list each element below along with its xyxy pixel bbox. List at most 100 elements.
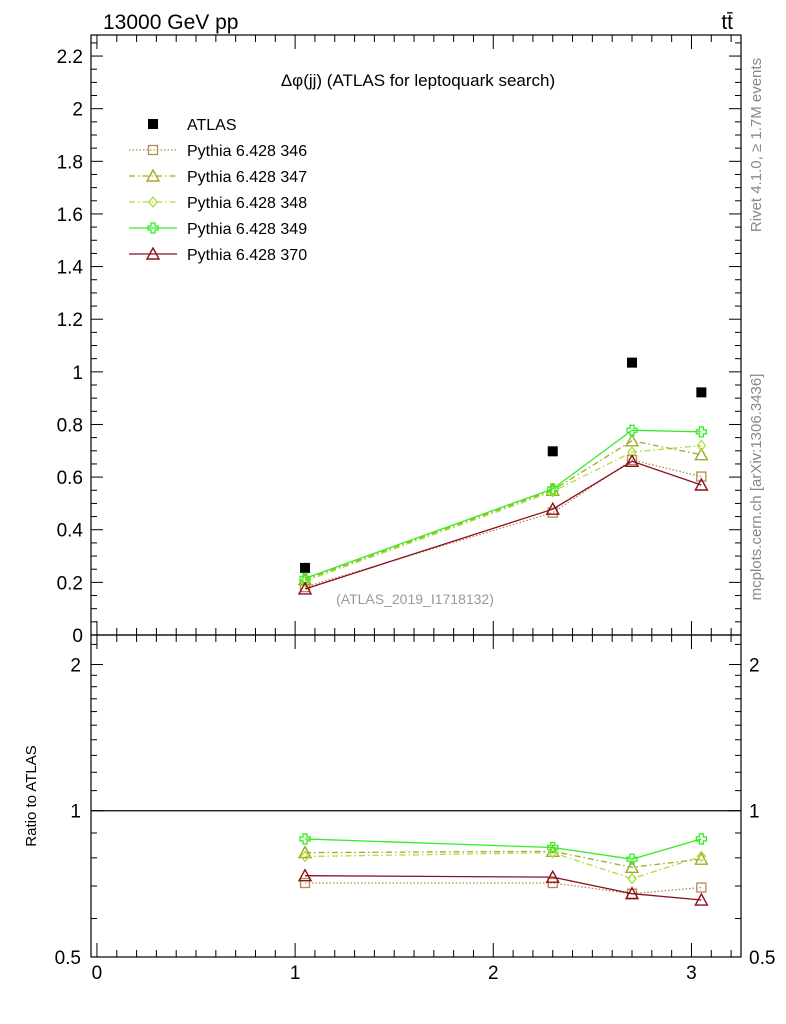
ratio-tick-label-right: 1 bbox=[749, 802, 760, 823]
ratio-point bbox=[547, 846, 558, 859]
x-tick-label: 2 bbox=[488, 963, 499, 984]
legend-label: Pythia 6.428 349 bbox=[187, 221, 307, 238]
ratio-panel-frame bbox=[90, 634, 742, 958]
ratio-point bbox=[547, 877, 558, 889]
legend-entry: Pythia 6.428 349 bbox=[129, 221, 307, 238]
y-tick-label: 0.2 bbox=[57, 573, 83, 594]
ratio-point bbox=[547, 841, 559, 854]
y-tick-label: 2 bbox=[72, 100, 83, 121]
legend-entry: Pythia 6.428 346 bbox=[129, 143, 307, 160]
y-tick-label: 1.2 bbox=[57, 310, 83, 331]
data-point bbox=[545, 501, 560, 515]
ratio-series-3 bbox=[299, 833, 708, 865]
data-point bbox=[626, 424, 638, 436]
data-point bbox=[297, 581, 313, 595]
series-2 bbox=[297, 433, 709, 586]
ratio-point bbox=[696, 850, 707, 863]
ratio-point bbox=[694, 892, 709, 906]
series-line bbox=[304, 429, 702, 580]
legend-label: Pythia 6.428 347 bbox=[187, 169, 307, 186]
data-point bbox=[624, 453, 640, 468]
legend-marker bbox=[147, 222, 159, 234]
series-line bbox=[304, 444, 702, 582]
legend-marker bbox=[148, 119, 158, 129]
series-0 bbox=[300, 357, 707, 573]
series-5 bbox=[297, 453, 709, 595]
data-point bbox=[627, 357, 638, 368]
ratio-series-2 bbox=[300, 846, 707, 885]
y-tick-label: 1.6 bbox=[57, 205, 83, 226]
series-layer bbox=[297, 357, 709, 595]
y-tick-label: 2.2 bbox=[57, 47, 83, 68]
series-line bbox=[304, 460, 702, 590]
legend-entry: Pythia 6.428 348 bbox=[129, 195, 307, 212]
ratio-tick-label-right: 2 bbox=[749, 655, 760, 676]
series-line bbox=[304, 440, 702, 581]
header-process: 13000 GeV pp bbox=[103, 11, 238, 34]
y-tick-label: 0 bbox=[72, 626, 83, 647]
ratio-line bbox=[305, 882, 702, 895]
data-point bbox=[300, 562, 311, 573]
data-point bbox=[624, 433, 640, 447]
legend-marker bbox=[145, 168, 161, 182]
data-point bbox=[547, 446, 558, 457]
ratio-tick-label: 1 bbox=[70, 802, 81, 823]
ratio-series-0 bbox=[299, 877, 707, 899]
ratio-line bbox=[305, 838, 702, 860]
y-tick-label: 1 bbox=[72, 363, 83, 384]
data-point bbox=[694, 447, 709, 461]
data-point bbox=[696, 439, 707, 452]
ratio-point bbox=[624, 886, 640, 900]
series-line bbox=[304, 459, 702, 588]
legend-entry: Pythia 6.428 370 bbox=[129, 246, 307, 264]
ratio-ylabel: Ratio to ATLAS bbox=[23, 745, 40, 846]
legend-label: Pythia 6.428 348 bbox=[187, 195, 307, 212]
ratio-point bbox=[297, 868, 313, 882]
legend-label: ATLAS bbox=[187, 117, 237, 134]
ratio-point bbox=[626, 853, 638, 865]
data-point bbox=[547, 483, 559, 495]
data-point bbox=[695, 426, 708, 438]
ratio-point bbox=[627, 872, 637, 885]
x-tick-label: 0 bbox=[92, 963, 103, 984]
legend-marker bbox=[145, 246, 161, 260]
main-axes: 0 0.2 0.4 0.6 0.8 1 1.2 1.4 1.6 1.8 2 2.2 bbox=[57, 42, 741, 647]
series-4 bbox=[299, 424, 708, 585]
data-point bbox=[627, 446, 637, 459]
data-point bbox=[299, 572, 311, 585]
ratio-layer bbox=[297, 833, 709, 906]
legend-label: Pythia 6.428 346 bbox=[187, 143, 307, 160]
legend-marker bbox=[148, 195, 158, 209]
ratio-tick-label-right: 0.5 bbox=[749, 948, 775, 969]
ratio-point bbox=[299, 877, 311, 889]
legend-entry: Pythia 6.428 347 bbox=[129, 168, 307, 186]
data-point bbox=[696, 471, 707, 482]
x-axis: 0 1 2 3 bbox=[92, 35, 732, 984]
ratio-line bbox=[305, 850, 702, 868]
legend: ATLAS Pythia 6.428 346 Pythia 6.428 347 Pyt… bbox=[129, 117, 307, 264]
data-point bbox=[696, 387, 707, 398]
series-3 bbox=[300, 439, 707, 588]
y-tick-label: 1.4 bbox=[57, 258, 84, 279]
x-tick-label: 1 bbox=[290, 963, 301, 984]
y-tick-label: 0.6 bbox=[57, 468, 83, 489]
ratio-axes: 0.5 1 2 0.5 1 2 bbox=[55, 643, 775, 969]
data-point bbox=[694, 477, 709, 491]
data-point bbox=[300, 575, 310, 588]
y-tick-label: 0.8 bbox=[57, 415, 83, 436]
ratio-line bbox=[305, 851, 702, 880]
y-tick-label: 1.8 bbox=[57, 152, 83, 173]
ratio-line bbox=[305, 875, 702, 901]
legend-label: Pythia 6.428 370 bbox=[187, 247, 307, 264]
ratio-point bbox=[624, 859, 640, 873]
y-tick-label: 0.4 bbox=[57, 521, 84, 542]
ratio-point bbox=[299, 833, 311, 845]
ratio-series-1 bbox=[297, 843, 709, 873]
ratio-tick-label: 2 bbox=[70, 655, 81, 676]
ratio-point bbox=[545, 869, 560, 883]
ratio-point bbox=[695, 833, 708, 845]
x-tick-label: 3 bbox=[686, 963, 697, 984]
rivet-label: Rivet 4.1.0, ≥ 1.7M events bbox=[748, 58, 765, 232]
chart-title: Δφ(jj) (ATLAS for leptoquark search) bbox=[281, 71, 555, 90]
